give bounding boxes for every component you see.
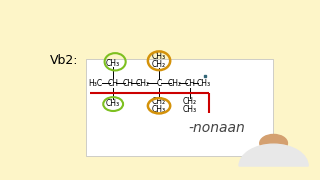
Text: CH: CH	[185, 79, 196, 88]
Text: CH: CH	[108, 79, 119, 88]
Text: CH₃: CH₃	[183, 105, 197, 114]
FancyBboxPatch shape	[86, 59, 273, 156]
Text: CH₂: CH₂	[183, 98, 197, 107]
Text: CH₃: CH₃	[106, 59, 120, 68]
Wedge shape	[239, 144, 308, 166]
Text: CH₃: CH₃	[152, 105, 166, 114]
Circle shape	[260, 134, 287, 152]
Text: CH₃: CH₃	[196, 79, 211, 88]
Text: Vb2:: Vb2:	[50, 54, 78, 67]
Text: CH₂: CH₂	[168, 79, 182, 88]
Text: CH₂: CH₂	[136, 79, 150, 88]
Text: CH₃: CH₃	[106, 99, 120, 108]
Text: CH₃: CH₃	[152, 52, 166, 61]
Text: -nonaan: -nonaan	[189, 121, 245, 135]
Text: H₃C: H₃C	[89, 79, 103, 88]
Text: CH₂: CH₂	[152, 98, 166, 107]
Text: CH: CH	[123, 79, 133, 88]
Text: CH₂: CH₂	[152, 60, 166, 69]
Text: C: C	[156, 79, 162, 88]
